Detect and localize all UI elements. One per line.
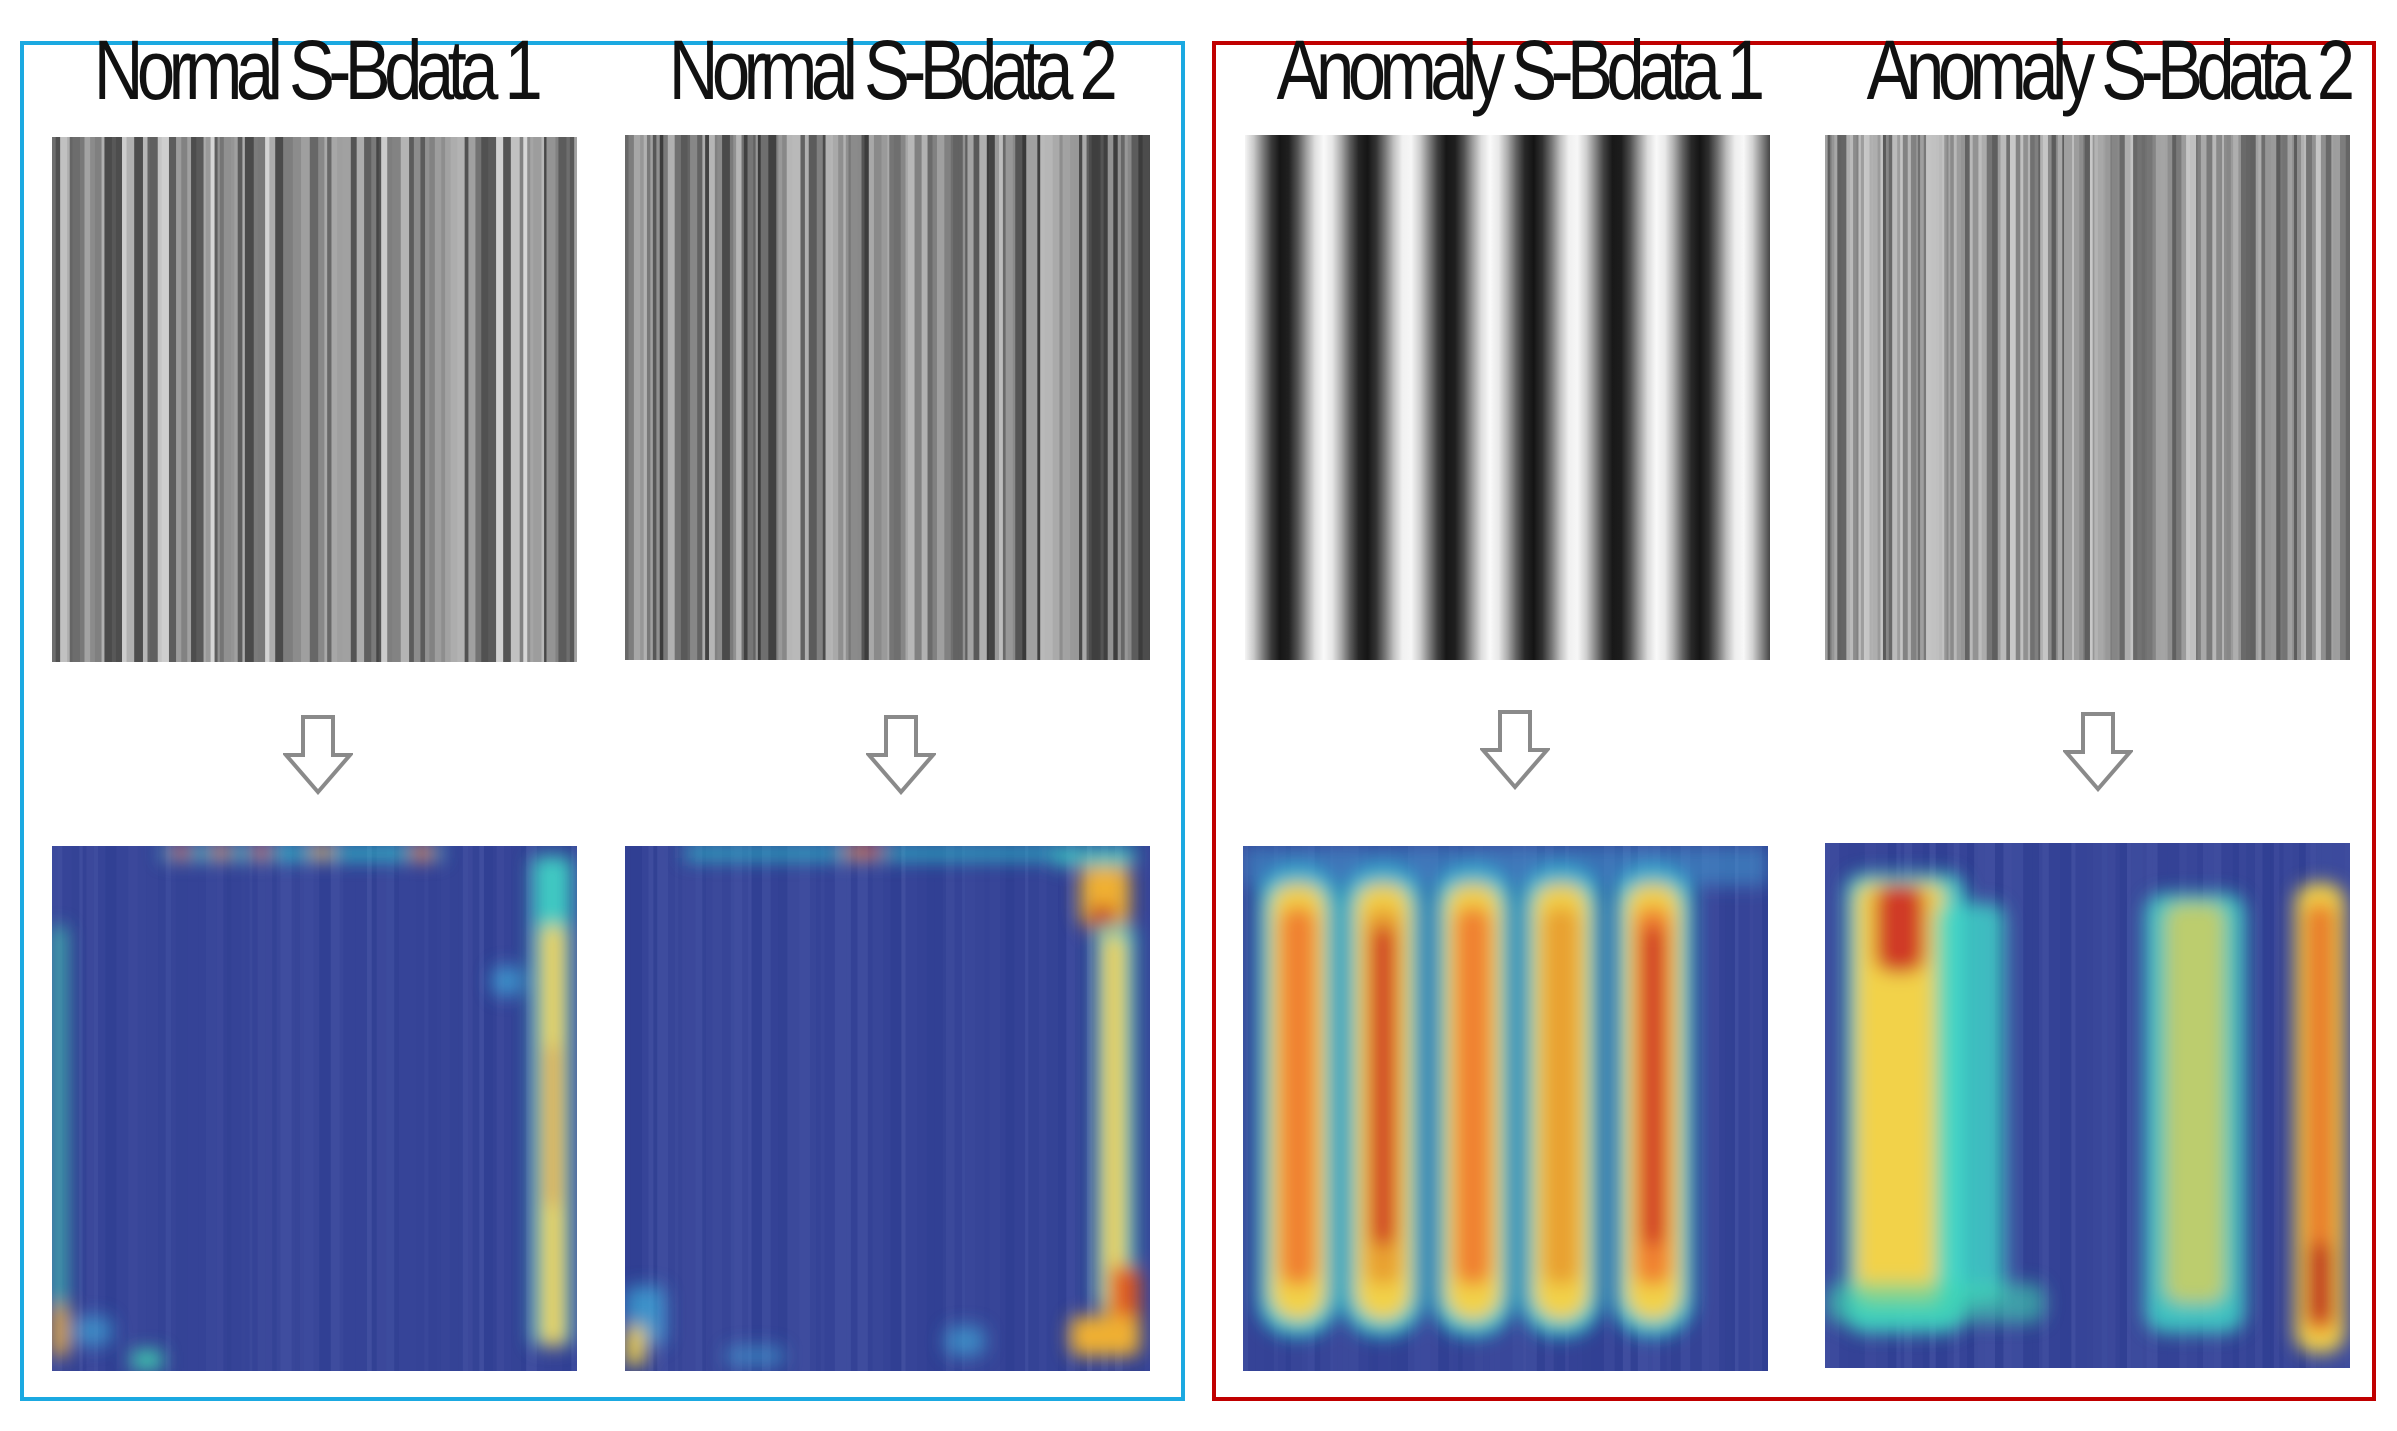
- column-title-normal-1: Normal S-Bdata 1: [93, 23, 543, 117]
- column-title-normal-2: Normal S-Bdata 2: [668, 23, 1118, 117]
- column-title-anomaly-1: Anomaly S-Bdata 1: [1276, 23, 1766, 117]
- heatmap-anomaly-2: [1825, 843, 2350, 1368]
- down-arrow-icon: [281, 715, 355, 796]
- stripe-image-normal-1: [52, 137, 577, 662]
- down-arrow-icon: [1478, 710, 1552, 791]
- stripe-image-normal-2: [625, 135, 1150, 660]
- column-title-anomaly-2: Anomaly S-Bdata 2: [1866, 23, 2356, 117]
- down-arrow-icon: [864, 715, 938, 796]
- anomaly-group-frame: [1212, 41, 2376, 1401]
- heatmap-normal-2: [625, 846, 1150, 1371]
- stripe-image-anomaly-1: [1245, 135, 1770, 660]
- normal-group-frame: [20, 41, 1185, 1401]
- down-arrow-icon: [2061, 712, 2135, 793]
- heatmap-normal-1: [52, 846, 577, 1371]
- heatmap-anomaly-1: [1243, 846, 1768, 1371]
- stripe-image-anomaly-2: [1825, 135, 2350, 660]
